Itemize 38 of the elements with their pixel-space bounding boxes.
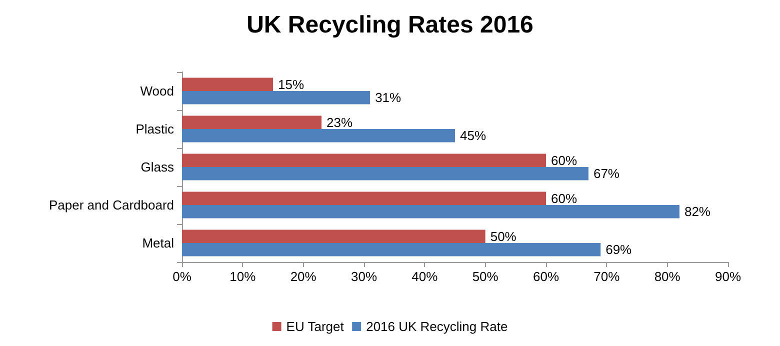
x-tick-label: 50% [472,269,499,284]
bar [182,78,273,91]
data-label: 60% [551,190,578,206]
data-label: 31% [375,90,402,106]
bar [182,116,322,129]
data-label: 60% [551,152,578,168]
legend-label: 2016 UK Recycling Rate [366,319,508,334]
y-tick-label: Paper and Cardboard [48,198,174,212]
x-tick-label: 90% [714,269,742,284]
bar [182,205,680,218]
legend-label: EU Target [286,319,344,334]
bar [182,243,601,256]
bar [182,167,588,180]
data-label: 69% [606,242,632,258]
data-label: 82% [684,204,711,220]
x-tick-label: 30% [350,269,378,284]
data-label: 23% [326,114,353,130]
bar [182,91,370,104]
y-tick-label: Glass [140,160,174,174]
chart-title: UK Recycling Rates 2016 [246,12,534,38]
y-tick-label: Metal [142,236,174,250]
x-tick-label: 60% [532,269,560,284]
x-tick-label: 20% [290,269,317,284]
y-tick-label: Wood [140,84,174,98]
x-tick-label: 0% [172,269,192,284]
x-tick-label: 10% [230,269,256,284]
bar [182,154,546,167]
bar [182,192,546,205]
y-tick-label: Plastic [136,122,174,136]
bar [182,230,486,243]
data-label: 45% [460,128,486,144]
data-label: 67% [593,166,620,182]
data-label: 15% [278,76,304,92]
x-tick-label: 40% [412,269,438,284]
data-label: 50% [490,228,517,244]
bar [182,129,455,142]
x-tick-label: 70% [594,269,620,284]
x-tick-label: 80% [654,269,681,284]
